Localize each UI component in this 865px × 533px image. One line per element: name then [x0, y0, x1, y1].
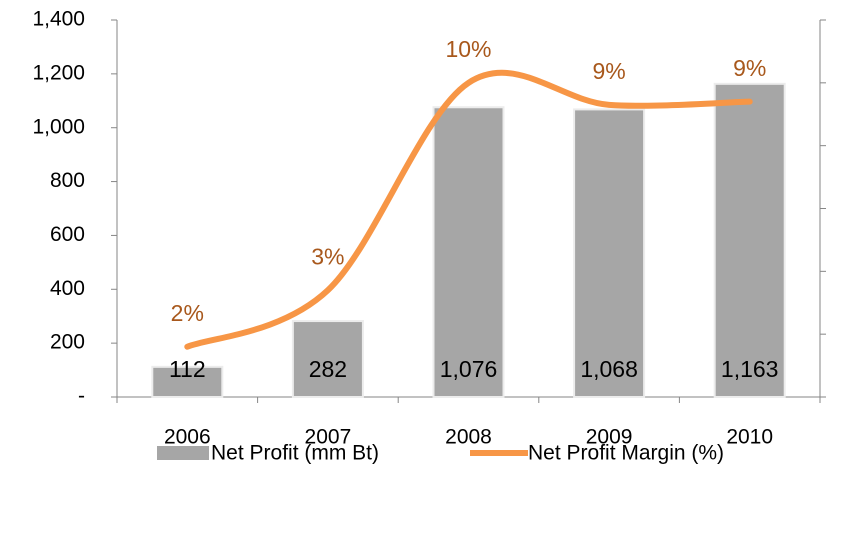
x-tick-label: 2010	[726, 426, 773, 449]
bar	[291, 320, 364, 398]
line-value-label: 3%	[311, 243, 344, 269]
y-tick-label: 1,400	[32, 8, 85, 31]
x-tick-label: 2009	[586, 426, 633, 449]
y-tick-label: 1,000	[32, 115, 85, 138]
y-tick-label: 200	[50, 331, 85, 354]
legend-swatch	[157, 446, 209, 460]
bar-value-label: 1,068	[580, 356, 638, 382]
y-tick-label: 1,200	[32, 61, 85, 84]
bar-value-label: 282	[309, 356, 347, 382]
line-value-label: 9%	[733, 55, 766, 81]
y-tick-label: 800	[50, 169, 85, 192]
bar-value-label: 1,076	[440, 356, 498, 382]
legend-label: Net Profit (mm Bt)	[211, 442, 379, 465]
x-tick-label: 2007	[305, 426, 352, 449]
line-value-label: 10%	[445, 36, 491, 62]
legend-label: Net Profit Margin (%)	[528, 442, 724, 465]
bar	[432, 106, 505, 399]
line	[184, 69, 753, 350]
line-value-label: 2%	[171, 300, 204, 326]
x-tick-label: 2008	[445, 426, 492, 449]
y-tick-label: -	[78, 385, 85, 408]
y-tick-label: 600	[50, 223, 85, 246]
bar	[151, 365, 224, 398]
bar-value-label: 1,163	[721, 356, 779, 382]
bar-value-label: 112	[169, 356, 206, 382]
bar	[573, 108, 646, 398]
x-tick-label: 2006	[164, 426, 211, 449]
bar	[713, 82, 786, 399]
line-value-label: 9%	[592, 58, 625, 84]
y-tick-label: 400	[50, 277, 85, 300]
